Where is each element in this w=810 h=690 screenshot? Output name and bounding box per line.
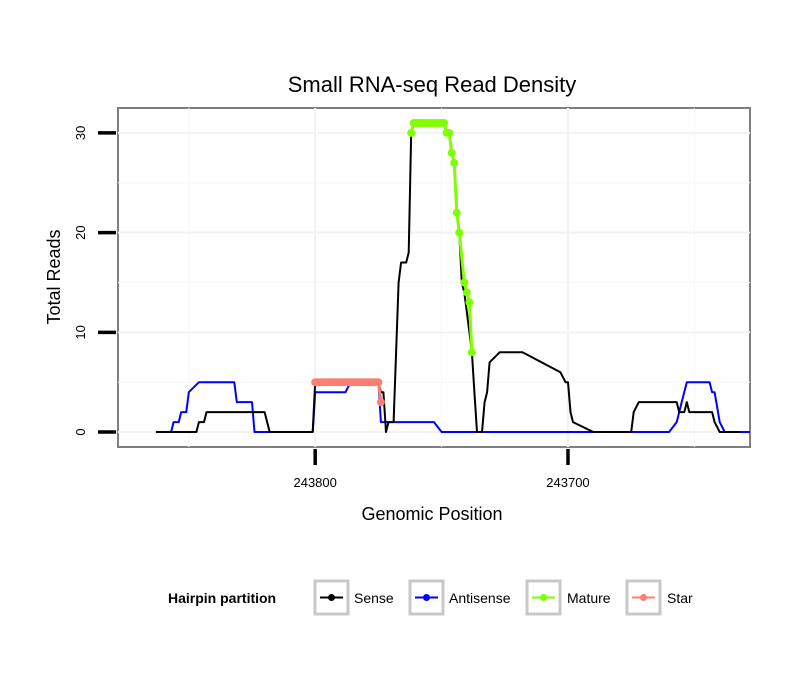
data-point-mature [440, 118, 449, 127]
data-point-star [374, 378, 383, 387]
legend-key-point [540, 594, 547, 601]
series-points [311, 118, 476, 407]
x-tick-label: 243700 [546, 475, 589, 490]
data-point-mature [460, 278, 469, 287]
data-point-mature [407, 128, 416, 137]
legend-item-star: Star [625, 579, 693, 616]
legend-item-antisense: Antisense [408, 579, 511, 616]
data-point-mature [465, 298, 474, 307]
y-tick-label: 10 [73, 325, 88, 339]
legend-label: Sense [354, 590, 394, 606]
plot-panel [117, 107, 751, 448]
legend-label: Mature [567, 590, 611, 606]
x-axis-label: Genomic Position [361, 504, 502, 524]
data-point-mature [452, 208, 461, 217]
chart-title: Small RNA-seq Read Density [288, 72, 577, 97]
y-tick-label: 30 [73, 126, 88, 140]
legend-key-point [423, 594, 430, 601]
legend-key-point [328, 594, 335, 601]
x-axis: 243800 243700 [293, 449, 590, 490]
x-tick-label: 243800 [293, 475, 336, 490]
data-point-mature [462, 288, 471, 297]
data-point-mature [447, 148, 456, 157]
data-point-mature [455, 228, 464, 237]
data-point-mature [450, 158, 459, 167]
data-point-star [376, 398, 385, 407]
y-axis-label: Total Reads [44, 229, 64, 324]
legend: Hairpin partition Sense Antisense Mature St… [168, 579, 693, 616]
legend-item-sense: Sense [313, 579, 394, 616]
y-tick-label: 0 [73, 428, 88, 435]
data-point-mature [467, 348, 476, 357]
legend-label: Antisense [449, 590, 511, 606]
data-point-mature [445, 128, 454, 137]
legend-label: Star [667, 590, 693, 606]
y-tick-label: 20 [73, 225, 88, 239]
legend-item-mature: Mature [525, 579, 611, 616]
grid-lines [118, 108, 750, 447]
plot-area [117, 107, 751, 448]
legend-title: Hairpin partition [168, 590, 276, 606]
series-line-antisense [170, 381, 750, 433]
y-axis: 0 10 20 30 [73, 126, 116, 436]
legend-key-point [640, 594, 647, 601]
